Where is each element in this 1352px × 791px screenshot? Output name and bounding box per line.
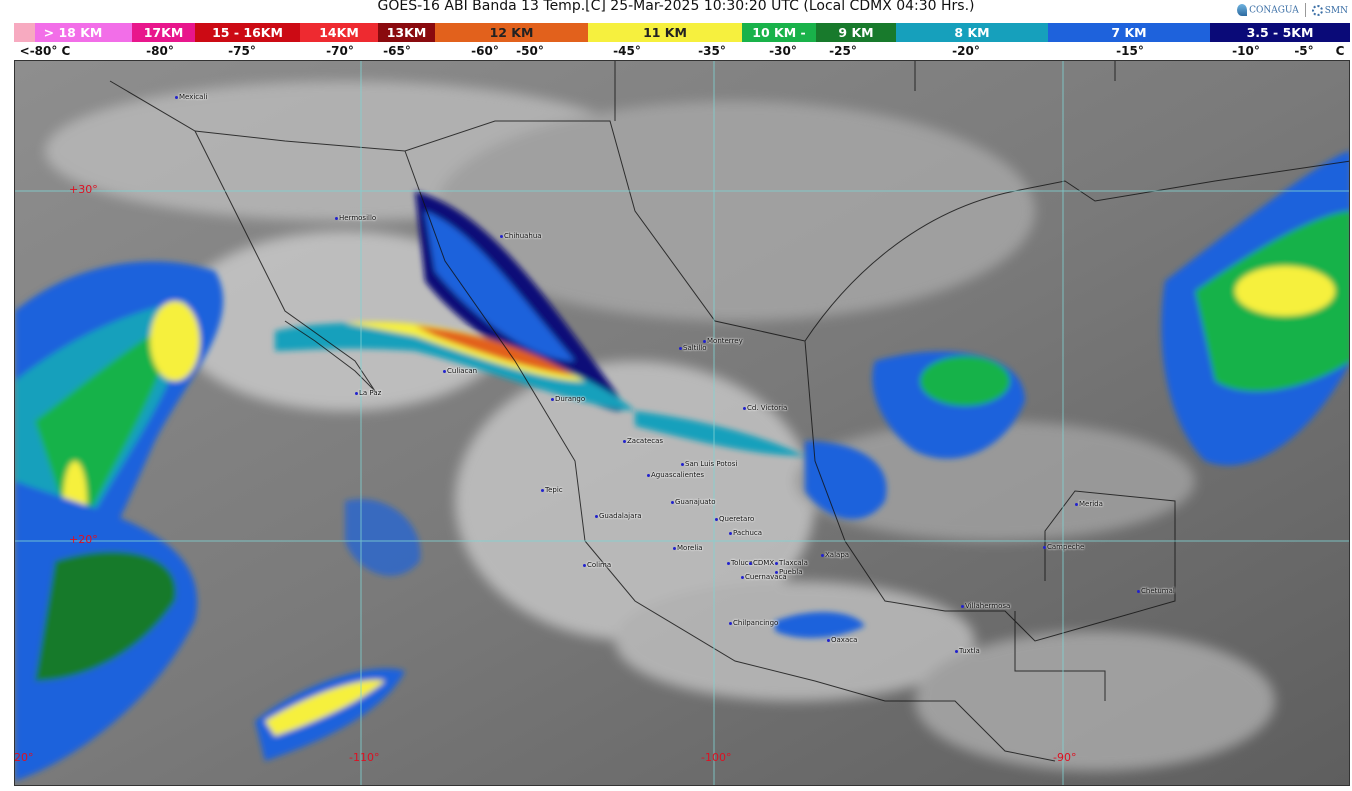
smn-logo-text: SMN: [1324, 5, 1348, 16]
satellite-map: Mexicali Hermosillo Chihuahua Culiacan La Pa…: [14, 60, 1350, 786]
city-label: Hermosillo: [335, 214, 376, 222]
temperature-label: <-80° C: [19, 44, 71, 58]
city-label: Saltillo: [679, 344, 707, 352]
longitude-label: -100°: [701, 751, 732, 764]
legend-segment: 11 KM: [588, 23, 742, 42]
legend-segment: 12 KM: [435, 23, 588, 42]
water-drop-icon: [1237, 4, 1248, 16]
city-label: Guanajuato: [671, 498, 716, 506]
legend-segment: 10 KM -: [742, 23, 816, 42]
city-label: Mexicali: [175, 93, 207, 101]
latitude-label: +20°: [69, 533, 98, 546]
temperature-label: -50°: [516, 44, 544, 58]
conagua-logo-text: CONAGUA: [1249, 5, 1299, 16]
city-label: Chilpancingo: [729, 619, 778, 627]
temperature-label: -20°: [952, 44, 980, 58]
city-label: San Luis Potosi: [681, 460, 737, 468]
city-label: Culiacan: [443, 367, 477, 375]
city-label: Puebla: [775, 568, 803, 576]
logo-divider: [1304, 3, 1306, 17]
temperature-label: -35°: [698, 44, 726, 58]
city-label: Monterrey: [703, 337, 743, 345]
latitude-label: +30°: [69, 183, 98, 196]
city-label: Queretaro: [715, 515, 754, 523]
city-label: Tlaxcala: [775, 559, 808, 567]
city-label: CDMX: [749, 559, 774, 567]
image-title: GOES-16 ABI Banda 13 Temp.[C] 25-Mar-202…: [377, 0, 975, 14]
city-label: Cuernavaca: [741, 573, 787, 581]
city-label: Tepic: [541, 486, 563, 494]
legend-segment: 8 KM: [896, 23, 1048, 42]
legend-segment: 14KM: [300, 23, 378, 42]
conagua-logo: CONAGUA: [1237, 4, 1299, 16]
legend-segment: > 18 KM: [14, 23, 132, 42]
temperature-label: -10°: [1232, 44, 1260, 58]
city-label: Guadalajara: [595, 512, 642, 520]
color-legend: > 18 KM 17KM 15 - 16KM 14KM 13KM 12 KM 11 KM 10…: [0, 23, 1352, 42]
temperature-label: C: [1335, 44, 1345, 58]
city-label: Tuxtla: [955, 647, 980, 655]
city-label: Morelia: [673, 544, 703, 552]
city-label: Aguascalientes: [647, 471, 704, 479]
legend-segment: 15 - 16KM: [195, 23, 300, 42]
legend-segment: 13KM: [378, 23, 435, 42]
city-label: Chetumal: [1137, 587, 1175, 595]
city-label: Cd. Victoria: [743, 404, 787, 412]
temperature-label: -75°: [228, 44, 256, 58]
agency-logos: CONAGUA SMN: [1237, 3, 1348, 17]
satellite-image: [15, 61, 1349, 785]
longitude-label: -110°: [349, 751, 380, 764]
temperature-label: -25°: [829, 44, 857, 58]
longitude-label: -120°: [14, 751, 34, 764]
city-label: Chihuahua: [500, 232, 542, 240]
legend-segment: 7 KM: [1048, 23, 1210, 42]
city-label: Toluca: [727, 559, 753, 567]
temperature-label: -15°: [1116, 44, 1144, 58]
city-label: Villahermosa: [961, 602, 1010, 610]
temperature-label: -65°: [383, 44, 411, 58]
city-label: Xalapa: [821, 551, 849, 559]
smn-logo: SMN: [1311, 4, 1348, 16]
legend-segment: 9 KM: [816, 23, 896, 42]
temperature-label: -60°: [471, 44, 499, 58]
city-label: La Paz: [355, 389, 381, 397]
legend-segment: 17KM: [132, 23, 195, 42]
city-label: Merida: [1075, 500, 1103, 508]
city-label: Zacatecas: [623, 437, 663, 445]
city-label: Campeche: [1043, 543, 1084, 551]
city-label: Colima: [583, 561, 611, 569]
legend-segment: 3.5 - 5KM: [1210, 23, 1350, 42]
temperature-label: -5°: [1294, 44, 1314, 58]
temperature-label: -70°: [326, 44, 354, 58]
city-label: Durango: [551, 395, 585, 403]
temperature-label: -30°: [769, 44, 797, 58]
longitude-label: -90°: [1053, 751, 1077, 764]
smn-gear-icon: [1311, 4, 1323, 16]
city-label: Oaxaca: [827, 636, 857, 644]
temperature-label: -45°: [613, 44, 641, 58]
city-label: Pachuca: [729, 529, 762, 537]
temperature-label: -80°: [146, 44, 174, 58]
